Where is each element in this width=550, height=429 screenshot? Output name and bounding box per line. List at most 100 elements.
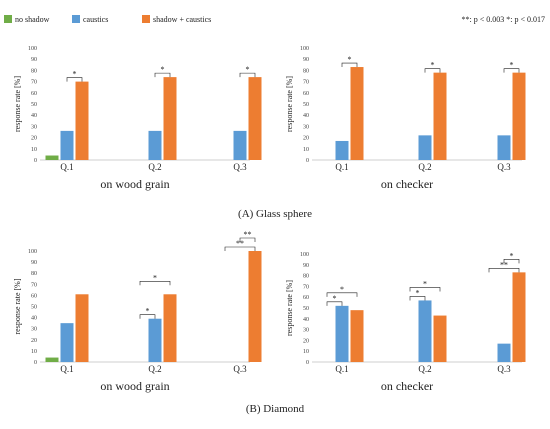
significance-label: * [246,65,250,74]
y-tick-label: 100 [300,46,309,52]
y-tick-label: 60 [303,91,309,97]
significance-bracket [139,314,156,319]
y-tick-label: 40 [303,317,309,323]
bar-shadow-caustics [163,77,177,160]
bar-no-shadow [45,357,59,362]
significance-label: * [348,55,352,64]
y-tick-label: 50 [303,306,309,312]
significance-label: ** [244,230,252,239]
y-tick-label: 10 [31,349,37,355]
x-axis-label: on wood grain [100,177,169,191]
bar-caustics [335,140,349,160]
y-axis-label: response rate [%] [13,76,22,132]
y-tick-label: 90 [31,260,37,266]
y-tick-label: 100 [28,249,37,255]
y-tick-label: 0 [306,360,309,366]
significance-bracket [424,68,441,73]
significance-bracket [503,68,520,73]
y-axis-label: response rate [%] [285,76,294,132]
bar-no-shadow [45,155,59,160]
significance-label: ** [500,260,508,269]
significance-bracket [409,296,426,301]
significance-label: * [340,285,344,294]
y-tick-label: 30 [31,327,37,333]
bar-caustics [60,323,74,362]
x-tick-label: Q.1 [335,162,348,172]
significance-note: **: p < 0.003 *: p < 0.017 [462,15,545,24]
y-axis-label: response rate [%] [285,280,294,336]
significance-label: * [161,65,165,74]
y-tick-label: 20 [303,338,309,344]
significance-bracket [239,237,256,242]
significance-label: * [510,251,514,260]
significance-bracket [409,287,441,292]
bar-shadow-caustics [248,77,262,160]
significance-bracket [66,77,83,82]
significance-bracket [488,268,520,273]
chart-A-right: 0 10 20 30 40 50 60 70 80 90 100 response rate [%] o… [285,46,526,191]
y-tick-label: 0 [34,360,37,366]
y-tick-label: 40 [31,113,37,119]
significance-bracket [224,246,256,251]
bar-shadow-caustics [248,251,262,362]
y-tick-label: 90 [303,263,309,269]
y-tick-label: 40 [303,113,309,119]
y-tick-label: 20 [303,136,309,142]
significance-label: * [423,279,427,288]
y-tick-label: 30 [31,124,37,130]
chart-B-left: 0 10 20 30 40 50 60 70 80 90 100 response rate [%] o… [13,230,262,393]
y-axis-label: response rate [%] [13,278,22,334]
caption-b: (B) Diamond [246,403,305,415]
significance-bracket [326,292,358,297]
y-tick-label: 60 [31,293,37,299]
legend: no shadow caustics shadow + caustics [4,15,211,24]
significance-bracket [239,72,256,78]
y-tick-label: 10 [303,349,309,355]
y-tick-label: 90 [303,57,309,63]
bar-shadow-caustics [163,294,177,362]
x-tick-label: Q.1 [335,364,348,374]
y-tick-label: 0 [306,158,309,164]
x-tick-label: Q.2 [148,364,161,374]
x-tick-label: Q.2 [418,364,431,374]
x-axis-label: on wood grain [100,379,169,393]
significance-bracket [139,280,171,286]
y-tick-label: 30 [303,328,309,334]
bar-caustics [418,135,432,160]
bar-caustics [335,305,349,362]
significance-label: * [416,288,420,297]
bar-shadow-caustics [512,72,526,160]
bar-caustics [60,130,74,160]
legend-swatch-0 [4,15,12,23]
bar-shadow-caustics [350,310,364,362]
y-tick-label: 80 [31,271,37,277]
y-tick-label: 0 [34,158,37,164]
bar-shadow-caustics [350,67,364,160]
y-tick-label: 60 [303,295,309,301]
legend-swatch-2 [142,15,150,23]
caption-a: (A) Glass sphere [238,208,312,220]
y-tick-label: 50 [31,305,37,311]
significance-label: * [333,294,337,303]
y-tick-label: 20 [31,136,37,142]
bar-caustics [497,343,511,362]
bar-shadow-caustics [75,294,89,362]
bar-caustics [148,318,162,362]
y-tick-label: 10 [303,147,309,153]
legend-label-1: caustics [83,15,108,24]
chart-B-right: 0 10 20 30 40 50 60 70 80 90 100 response rate [%] o… [285,251,526,393]
bar-shadow-caustics [512,272,526,362]
y-tick-label: 60 [31,91,37,97]
y-tick-label: 50 [31,102,37,108]
bar-shadow-caustics [75,81,89,160]
y-tick-label: 70 [303,284,309,290]
y-tick-label: 50 [303,102,309,108]
x-tick-label: Q.3 [497,162,511,172]
legend-label-0: no shadow [15,15,50,24]
x-axis-label: on checker [381,177,433,191]
significance-label: * [510,61,514,70]
y-tick-label: 30 [303,124,309,130]
y-tick-label: 100 [300,252,309,258]
